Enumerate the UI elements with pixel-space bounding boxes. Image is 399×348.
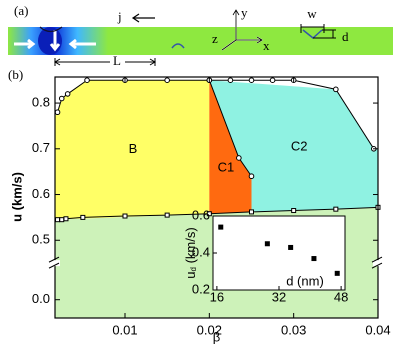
x-tick-label: 32 xyxy=(272,289,286,304)
y-tick-label: 0.7 xyxy=(32,140,50,155)
dimension xyxy=(313,29,336,39)
point xyxy=(288,244,294,250)
panel-label: (a) xyxy=(14,3,28,18)
dimension xyxy=(300,24,325,33)
region xyxy=(209,80,252,214)
x-tick-label: 0.04 xyxy=(365,322,390,337)
axis-y-label: y xyxy=(241,5,248,20)
marker xyxy=(122,213,128,219)
marker xyxy=(236,155,242,161)
axis-break-gap xyxy=(50,260,60,267)
marker xyxy=(227,77,234,84)
panel-label: (b) xyxy=(8,67,23,82)
y-tick-label: 0.5 xyxy=(32,232,50,247)
y-tick-label: 0.6 xyxy=(32,186,50,201)
axis-break xyxy=(48,256,60,269)
arrow xyxy=(49,30,61,52)
marker xyxy=(59,217,65,223)
axis-x-label: x xyxy=(263,38,270,53)
point xyxy=(264,241,270,247)
y-tick-label: 0.4 xyxy=(192,244,210,259)
y-tick-label: 0.0 xyxy=(32,291,50,306)
y-tick-label: 0.8 xyxy=(32,95,50,110)
marker xyxy=(291,208,297,214)
marker xyxy=(333,86,339,93)
marker xyxy=(80,214,86,220)
point xyxy=(218,224,224,230)
dimension xyxy=(54,58,156,66)
marker xyxy=(54,109,61,116)
marker xyxy=(84,77,90,84)
x-tick-label: 16 xyxy=(210,289,224,304)
region-label: C2 xyxy=(291,139,308,154)
point xyxy=(311,256,317,262)
region xyxy=(55,80,210,220)
y-axis-title-part: u xyxy=(183,271,198,278)
film-strip xyxy=(8,27,393,55)
marker xyxy=(58,95,65,102)
arrow xyxy=(68,38,96,50)
axis-z-label: z xyxy=(212,31,218,46)
marker xyxy=(63,216,69,222)
axis-break-gap xyxy=(373,260,383,267)
y-axis-title-part: (km/s) xyxy=(183,227,198,267)
x-tick-label: 0.03 xyxy=(281,322,306,337)
marker xyxy=(164,212,170,218)
y-axis-title: u (km/s) xyxy=(9,172,24,222)
length-label: L xyxy=(113,53,121,68)
region-label: B xyxy=(129,141,138,156)
panel-a: (a) j L y x z w d xyxy=(8,3,393,68)
axis-break xyxy=(371,256,383,269)
marker xyxy=(164,77,170,84)
notch xyxy=(39,26,63,33)
width-label: w xyxy=(307,6,317,21)
x-axis-title: d (nm) xyxy=(286,273,324,288)
marker xyxy=(206,211,212,217)
current-label: j xyxy=(117,9,122,24)
y-axis-title-part: d xyxy=(189,267,198,271)
point xyxy=(334,270,340,276)
arrow xyxy=(14,38,36,50)
arrow xyxy=(131,13,155,23)
marker xyxy=(333,206,339,212)
marker xyxy=(64,91,71,97)
plot-frame xyxy=(54,76,379,319)
x-axis-title: β xyxy=(213,329,220,344)
depth-label: d xyxy=(342,29,349,44)
y-tick-label: 0.6 xyxy=(192,207,210,222)
x-tick-label: 48 xyxy=(334,289,348,304)
coord-axes xyxy=(221,9,263,51)
inset-frame xyxy=(212,215,346,291)
x-tick-label: 0.02 xyxy=(197,322,222,337)
region-label: C1 xyxy=(218,159,235,174)
marker xyxy=(248,77,255,84)
y-axis-title: ud (km/s) xyxy=(183,227,198,278)
marker xyxy=(269,77,276,84)
marker xyxy=(248,173,255,180)
notch xyxy=(171,43,185,49)
y-tick-label: 0.2 xyxy=(192,281,210,296)
x-tick-label: 0.01 xyxy=(112,322,137,337)
marker xyxy=(248,209,254,215)
marker xyxy=(55,217,61,223)
